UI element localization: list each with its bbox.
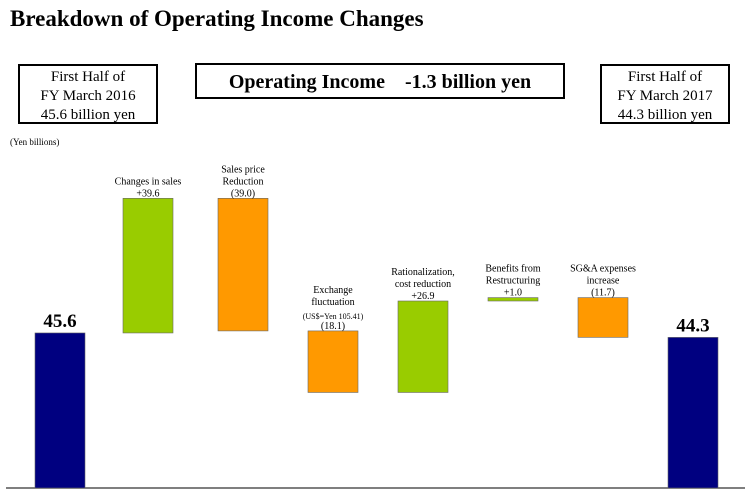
category-label-5-line-1: Rationalization, xyxy=(391,267,455,278)
bar-8 xyxy=(667,337,719,489)
value-label-5: +26.9 xyxy=(411,291,434,302)
category-label-6-line-1: Benefits from xyxy=(485,264,540,275)
category-label-4-line-3: (US$=Yen 105.41) xyxy=(303,312,364,321)
category-label-2-line-1: Changes in sales xyxy=(115,176,182,187)
value-label-6: +1.0 xyxy=(504,288,522,299)
bar-3 xyxy=(217,198,269,332)
value-label-3: (39.0) xyxy=(231,188,255,199)
category-label-4-line-1: Exchange xyxy=(313,285,353,296)
category-label-3-line-1: Sales price xyxy=(221,164,265,175)
bar-6 xyxy=(487,297,539,302)
bar-5 xyxy=(397,300,449,393)
category-label-4-line-2: fluctuation xyxy=(311,297,354,308)
start-period-box: First Half of FY March 2016 45.6 billion… xyxy=(18,64,158,124)
end-box-line-3: 44.3 billion yen xyxy=(617,107,713,123)
end-box-line-1: First Half of xyxy=(627,69,703,85)
operating-income-change-box: Operating Income -1.3 billion yen xyxy=(195,63,565,99)
bar-1 xyxy=(34,332,86,489)
category-label-5-line-2: cost reduction xyxy=(395,279,451,290)
category-label-7-line-2: increase xyxy=(587,276,620,287)
category-label-6-line-2: Restructuring xyxy=(486,276,540,287)
end-box-line-2: FY March 2017 xyxy=(617,88,713,104)
bar-4 xyxy=(307,330,359,393)
operating-income-change-label: Operating Income -1.3 billion yen xyxy=(228,71,532,93)
bar-7 xyxy=(577,297,629,338)
value-label-2: +39.6 xyxy=(136,188,159,199)
end-period-box: First Half of FY March 2017 44.3 billion… xyxy=(600,64,730,124)
category-label-7-line-1: SG&A expenses xyxy=(570,264,636,275)
start-box-line-1: First Half of xyxy=(50,69,126,85)
start-box-line-3: 45.6 billion yen xyxy=(40,107,136,123)
bar-2 xyxy=(122,198,174,334)
value-label-1: 45.6 xyxy=(43,311,76,332)
value-label-7: (11.7) xyxy=(591,288,615,299)
unit-note: (Yen billions) xyxy=(10,137,60,147)
value-label-8: 44.3 xyxy=(676,315,709,336)
category-label-3-line-2: Reduction xyxy=(222,176,263,187)
value-label-4: (18.1) xyxy=(321,321,345,332)
start-box-line-2: FY March 2016 xyxy=(40,88,136,104)
chart-title: Breakdown of Operating Income Changes xyxy=(10,6,424,31)
